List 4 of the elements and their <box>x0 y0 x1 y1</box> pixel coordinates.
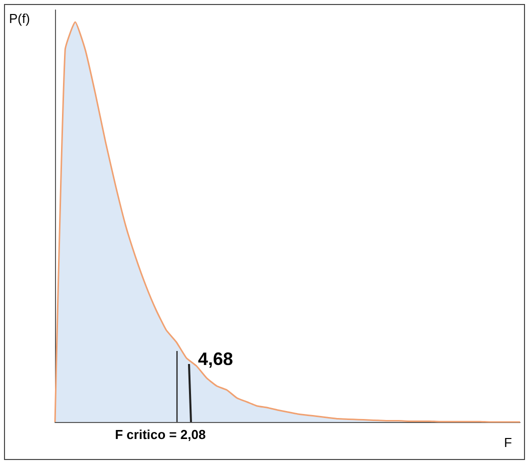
text: F critico = 2,08 <box>115 427 206 442</box>
x-axis-title: F <box>504 435 512 450</box>
y-axis-title: P(f) <box>9 11 30 26</box>
annotation: 4,68 <box>198 349 234 369</box>
